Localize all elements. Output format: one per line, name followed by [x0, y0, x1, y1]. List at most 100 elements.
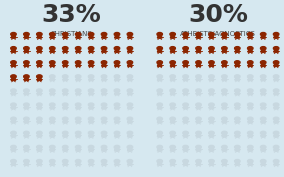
Polygon shape [63, 135, 68, 137]
Circle shape [49, 103, 55, 106]
Circle shape [248, 159, 253, 163]
Polygon shape [170, 36, 175, 38]
Polygon shape [11, 64, 16, 66]
Circle shape [260, 75, 266, 78]
Polygon shape [209, 64, 214, 66]
Text: ATHEISTS/AGNOSTICS: ATHEISTS/AGNOSTICS [180, 31, 256, 37]
Circle shape [88, 145, 94, 149]
Circle shape [196, 131, 201, 135]
Polygon shape [63, 92, 68, 95]
Polygon shape [24, 78, 29, 80]
Circle shape [37, 75, 42, 78]
Circle shape [88, 33, 94, 36]
Polygon shape [128, 149, 132, 151]
Circle shape [76, 61, 81, 64]
Circle shape [62, 33, 68, 36]
Circle shape [157, 131, 162, 135]
Circle shape [62, 145, 68, 149]
Circle shape [183, 159, 188, 163]
Circle shape [114, 33, 120, 36]
Circle shape [11, 89, 16, 92]
Polygon shape [76, 106, 80, 109]
Circle shape [196, 33, 201, 36]
Circle shape [88, 89, 94, 92]
Polygon shape [222, 64, 227, 66]
Circle shape [49, 131, 55, 135]
Polygon shape [128, 36, 132, 38]
Polygon shape [37, 121, 42, 123]
Polygon shape [76, 50, 80, 52]
Polygon shape [102, 135, 106, 137]
Polygon shape [115, 135, 119, 137]
Polygon shape [261, 163, 266, 165]
Circle shape [235, 145, 240, 149]
Polygon shape [76, 135, 80, 137]
Polygon shape [157, 64, 162, 66]
Circle shape [209, 75, 214, 78]
Circle shape [248, 47, 253, 50]
Circle shape [273, 89, 279, 92]
Circle shape [222, 33, 227, 36]
Circle shape [209, 61, 214, 64]
Text: CHRISTIANS: CHRISTIANS [51, 31, 93, 37]
Circle shape [273, 47, 279, 50]
Circle shape [260, 103, 266, 106]
Circle shape [222, 145, 227, 149]
Circle shape [273, 159, 279, 163]
Circle shape [114, 117, 120, 121]
Circle shape [222, 131, 227, 135]
Circle shape [157, 145, 162, 149]
Circle shape [260, 145, 266, 149]
Circle shape [235, 47, 240, 50]
Polygon shape [261, 106, 266, 109]
Polygon shape [222, 50, 227, 52]
Polygon shape [235, 163, 240, 165]
Polygon shape [274, 163, 279, 165]
Polygon shape [50, 149, 55, 151]
Circle shape [11, 61, 16, 64]
Circle shape [170, 103, 176, 106]
Circle shape [101, 33, 107, 36]
Circle shape [209, 89, 214, 92]
Circle shape [24, 159, 29, 163]
Circle shape [273, 33, 279, 36]
Polygon shape [89, 50, 93, 52]
Circle shape [170, 131, 176, 135]
Polygon shape [170, 149, 175, 151]
Circle shape [24, 103, 29, 106]
Polygon shape [157, 36, 162, 38]
Circle shape [37, 103, 42, 106]
Circle shape [101, 103, 107, 106]
Polygon shape [63, 106, 68, 109]
Polygon shape [261, 64, 266, 66]
Polygon shape [89, 163, 93, 165]
Polygon shape [222, 36, 227, 38]
Polygon shape [183, 135, 188, 137]
Circle shape [260, 89, 266, 92]
Circle shape [24, 117, 29, 121]
Circle shape [157, 89, 162, 92]
Polygon shape [50, 121, 55, 123]
Polygon shape [76, 78, 80, 80]
Polygon shape [222, 149, 227, 151]
Circle shape [260, 131, 266, 135]
Polygon shape [24, 163, 29, 165]
Polygon shape [235, 78, 240, 80]
Circle shape [196, 117, 201, 121]
Circle shape [101, 117, 107, 121]
Circle shape [127, 75, 133, 78]
Circle shape [101, 145, 107, 149]
Polygon shape [248, 92, 252, 95]
Polygon shape [209, 135, 214, 137]
Circle shape [196, 145, 201, 149]
Circle shape [273, 103, 279, 106]
Polygon shape [183, 149, 188, 151]
Polygon shape [37, 92, 42, 95]
Polygon shape [170, 64, 175, 66]
Circle shape [101, 131, 107, 135]
Polygon shape [170, 106, 175, 109]
Circle shape [183, 61, 188, 64]
Circle shape [157, 61, 162, 64]
Polygon shape [11, 36, 16, 38]
Circle shape [62, 131, 68, 135]
